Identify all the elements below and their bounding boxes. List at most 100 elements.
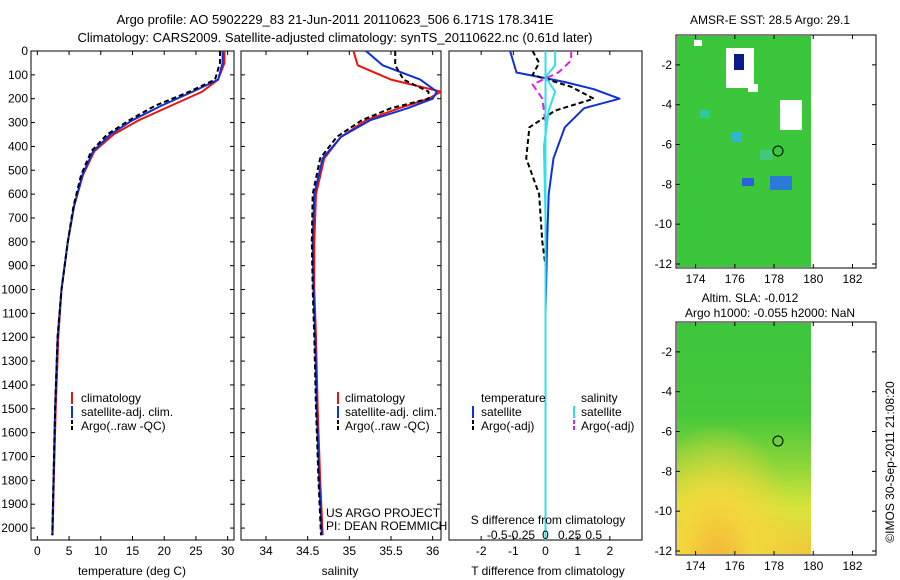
legend-sal-satellite-label: satellite [581, 405, 622, 419]
legend-climatology-label: climatology [345, 391, 405, 405]
x-tick-label: 30 [221, 544, 235, 558]
map-x-tick-label: 174 [686, 559, 706, 573]
depth-tick-label: 700 [8, 211, 28, 225]
map-y-tick-label: -4 [661, 385, 672, 399]
x-tick-label: 35 [343, 544, 357, 558]
top-tick-label: 0 [542, 528, 549, 542]
map-y-tick-label: -6 [661, 425, 672, 439]
x-tick-label: 25 [189, 544, 203, 558]
x-tick-label: 15 [126, 544, 140, 558]
x-tick-label: 1 [574, 544, 581, 558]
series-line-climatology [313, 51, 441, 536]
depth-tick-label: 900 [8, 259, 28, 273]
map-x-tick-label: 176 [725, 272, 745, 286]
x-tick-label: -2 [476, 544, 487, 558]
temperature-legend: climatology satellite-adj. clim. Argo(..… [71, 391, 173, 433]
sst-anomaly-patches [694, 40, 802, 190]
depth-tick-label: 300 [8, 116, 28, 130]
map-x-tick-label: 178 [764, 559, 784, 573]
map-x-tick-label: 174 [686, 272, 706, 286]
sst-patch [780, 100, 802, 130]
depth-tick-label: 1200 [1, 330, 28, 344]
map-y-tick-label: -8 [661, 177, 672, 191]
project-label: US ARGO PROJECT [326, 506, 441, 520]
sst-map-title: AMSR-E SST: 28.5 Argo: 29.1 [690, 13, 850, 27]
temperature-panel: 0100200300400500600700800900100011001200… [1, 44, 234, 578]
map-y-tick-label: -4 [661, 98, 672, 112]
depth-tick-label: 600 [8, 187, 28, 201]
depth-tick-label: 1300 [1, 354, 28, 368]
x-tick-label: 5 [66, 544, 73, 558]
depth-tick-label: 400 [8, 139, 28, 153]
sst-patch [748, 84, 758, 92]
sst-patch [742, 178, 754, 186]
depth-tick-label: 1000 [1, 283, 28, 297]
sst-float-marker [772, 145, 784, 157]
depth-tick-label: 1900 [1, 497, 28, 511]
salinity-plot-frame [240, 50, 442, 541]
pi-label: PI: DEAN ROEMMICH [326, 519, 447, 533]
legend-argo-label: Argo(..raw -QC) [345, 419, 430, 433]
legend-satellite-label: satellite-adj. clim. [345, 405, 437, 419]
difference-xlabel: T difference from climatology [471, 564, 625, 578]
top-tick-label: 0.25 [558, 528, 582, 542]
salinity-panel: 34 34.5 35 35.5 36 salinity climatology sate… [240, 50, 447, 578]
depth-tick-label: 2000 [1, 521, 28, 535]
map-x-tick-label: 182 [842, 272, 862, 286]
series-line-temperature-argo-adj- [525, 51, 595, 409]
imos-credit: ©IMOS 30-Sep-2011 21:08:20 [883, 381, 897, 543]
sst-patch [734, 54, 744, 70]
difference-top-xlabel: S difference from climatology [471, 513, 626, 527]
depth-tick-label: 800 [8, 235, 28, 249]
map-x-tick-label: 180 [803, 272, 823, 286]
series-line-temperature-satellite [509, 51, 621, 409]
sst-patch [700, 110, 710, 118]
sst-patch [694, 40, 702, 46]
sst-patch [770, 176, 792, 190]
sst-map-panel: AMSR-E SST: 28.5 Argo: 29.1 174 176 178 180… [655, 13, 877, 286]
legend-sal-argo-label: Argo(-adj) [581, 419, 634, 433]
depth-tick-label: 1700 [1, 450, 28, 464]
depth-tick-label: 1600 [1, 426, 28, 440]
depth-tick-label: 1100 [2, 306, 28, 320]
x-tick-label: 36 [426, 544, 440, 558]
sst-patch [760, 150, 772, 160]
x-tick-label: -1 [508, 544, 519, 558]
depth-tick-label: 200 [8, 92, 28, 106]
title-line-2: Climatology: CARS2009. Satellite-adjuste… [78, 30, 593, 45]
difference-panel: -2 -1 0 1 2 S difference from climatology -0… [448, 50, 643, 578]
map-x-tick-label: 182 [842, 559, 862, 573]
map-y-tick-label: -2 [661, 345, 672, 359]
sla-float-marker [772, 435, 784, 447]
top-tick-label: -0.5 [487, 528, 508, 542]
x-tick-label: 34 [259, 544, 273, 558]
x-tick-label: 10 [94, 544, 108, 558]
series-line-satellite-adj-clim- [51, 51, 224, 536]
depth-tick-label: 500 [8, 163, 28, 177]
x-tick-label: 2 [606, 544, 613, 558]
map-x-tick-label: 178 [764, 272, 784, 286]
top-tick-label: 0.5 [585, 528, 602, 542]
legend-satellite-label: satellite-adj. clim. [81, 405, 173, 419]
title-line-1: Argo profile: AO 5902229_83 21-Jun-2011 … [117, 12, 554, 27]
x-tick-label: 0 [542, 544, 549, 558]
sla-high-anomaly [677, 323, 811, 554]
series-line-climatology [51, 51, 226, 536]
map-y-tick-label: -10 [655, 217, 673, 231]
legend-temperature-head: temperature [481, 391, 546, 405]
sla-map-title-1: Altim. SLA: -0.012 [702, 291, 799, 305]
depth-tick-label: 100 [8, 68, 28, 82]
map-y-tick-label: -8 [661, 464, 672, 478]
map-x-tick-label: 180 [803, 559, 823, 573]
x-tick-label: 35.5 [379, 544, 403, 558]
legend-temp-argo-label: Argo(-adj) [481, 419, 534, 433]
depth-tick-label: 1500 [1, 402, 28, 416]
depth-tick-label: 1400 [1, 378, 28, 392]
map-y-tick-label: -6 [661, 138, 672, 152]
map-y-tick-label: -2 [661, 58, 672, 72]
series-line-argo-raw-qc- [51, 51, 221, 536]
sla-map-title-2: Argo h1000: -0.055 h2000: NaN [685, 306, 855, 320]
x-tick-label: 34.5 [296, 544, 320, 558]
map-y-tick-label: -12 [655, 544, 673, 558]
